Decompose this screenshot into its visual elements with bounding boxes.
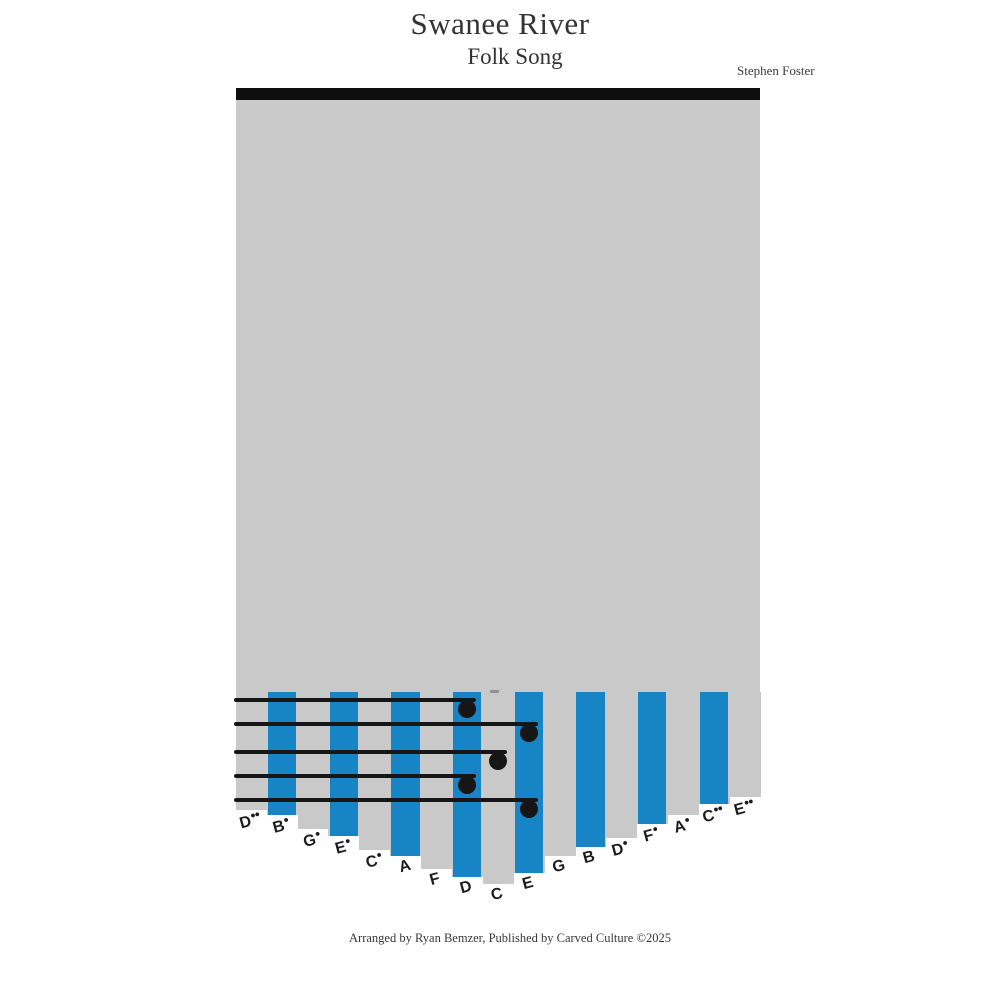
tine-blue-F° bbox=[638, 692, 667, 824]
tine-label-E°: E● bbox=[333, 835, 351, 858]
song-title: Swanee River bbox=[410, 6, 590, 41]
tine-G° bbox=[297, 692, 330, 829]
tine-G bbox=[544, 692, 576, 856]
octave-dots: ● bbox=[621, 837, 629, 849]
board-backplate bbox=[236, 100, 760, 692]
melody-line-D bbox=[234, 774, 477, 778]
tine-label-A°: A● bbox=[671, 814, 690, 837]
tine-blue-E bbox=[514, 692, 543, 873]
print-artifact-dash bbox=[490, 690, 499, 693]
kalimba-board: D●● B● G● E● C● A F D C E G B D● F● A● C●● E●● bbox=[234, 88, 761, 918]
tine-D° bbox=[605, 692, 638, 838]
tine-label-G: G bbox=[550, 856, 567, 877]
tine-label-B: B bbox=[581, 847, 598, 868]
melody-line-E bbox=[234, 722, 538, 726]
song-subtitle: Folk Song bbox=[467, 44, 563, 69]
octave-dots: ● bbox=[651, 823, 659, 835]
note-dot-E bbox=[519, 799, 538, 818]
tine-label-C: C bbox=[489, 884, 505, 905]
composer-credit: Stephen Foster bbox=[737, 63, 815, 78]
tine-label-D: D bbox=[458, 877, 474, 898]
tine-label-E: E bbox=[520, 873, 536, 894]
tine-E°° bbox=[729, 692, 761, 797]
melody-line-D bbox=[234, 698, 477, 702]
tine-A° bbox=[667, 692, 699, 815]
octave-dots: ●● bbox=[742, 795, 754, 808]
tine-F bbox=[420, 692, 453, 869]
note-dot-C bbox=[489, 751, 507, 770]
melody-line-C bbox=[234, 750, 507, 754]
note-dot-D bbox=[458, 775, 477, 794]
tine-label-G°: G● bbox=[301, 828, 321, 851]
tine-blue-B bbox=[576, 692, 605, 847]
publisher-credit: Arranged by Ryan Bemzer, Published by Ca… bbox=[349, 931, 671, 945]
tine-label-F°: F● bbox=[641, 823, 659, 846]
tine-label-E°°: E●● bbox=[731, 795, 754, 820]
tine-label-B°: B● bbox=[271, 814, 290, 837]
tine-label-D°: D● bbox=[610, 837, 629, 860]
tine-C° bbox=[359, 692, 391, 850]
melody-line-E bbox=[234, 798, 538, 802]
note-dot-E bbox=[519, 723, 538, 742]
tine-label-C°: C● bbox=[363, 849, 382, 872]
tine-label-C°°: C●● bbox=[700, 802, 723, 827]
octave-dots: ●● bbox=[711, 802, 723, 815]
octave-dots: ●● bbox=[249, 808, 261, 821]
octave-dots: ● bbox=[282, 814, 290, 826]
tine-blue-C°° bbox=[699, 692, 728, 804]
tine-blue-E° bbox=[329, 692, 358, 836]
tine-blue-A bbox=[391, 692, 420, 856]
tine-label-D°°: D●● bbox=[238, 808, 261, 833]
tine-C bbox=[482, 692, 514, 884]
tine-label-A: A bbox=[396, 856, 413, 877]
tine-label-F: F bbox=[428, 870, 443, 889]
note-dot-D bbox=[458, 699, 477, 718]
